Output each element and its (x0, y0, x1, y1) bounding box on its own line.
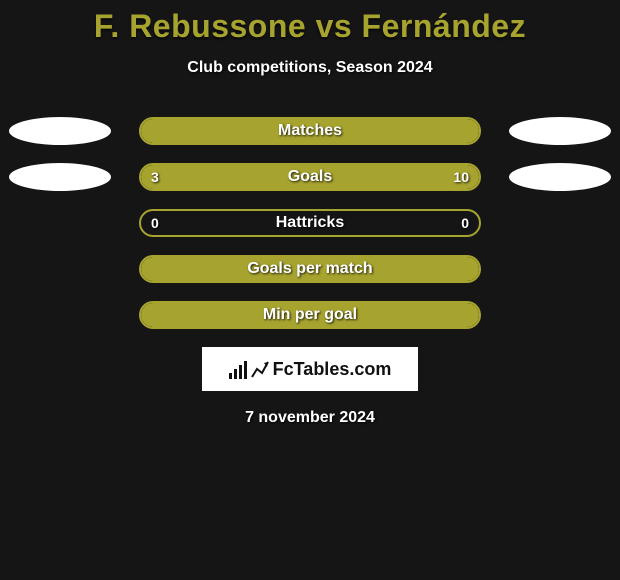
stat-value-right: 10 (453, 165, 469, 189)
stat-bar: Matches (139, 117, 481, 145)
page-title: F. Rebussone vs Fernández (0, 8, 620, 45)
stat-value-left: 0 (151, 211, 159, 235)
player-right-oval (509, 117, 611, 145)
stat-bar: Goals per match (139, 255, 481, 283)
stat-value-left: 3 (151, 165, 159, 189)
stat-row: Min per goal (0, 301, 620, 329)
stat-value-right: 0 (461, 211, 469, 235)
player-right-oval (509, 163, 611, 191)
stat-row: Matches (0, 117, 620, 145)
player-left-oval (9, 163, 111, 191)
stat-row: Goals3 10 (0, 163, 620, 191)
stat-bar: Hattricks0 0 (139, 209, 481, 237)
stat-label: Goals per match (141, 257, 479, 281)
date-caption: 7 november 2024 (0, 409, 620, 427)
logo-line-icon (251, 359, 269, 379)
stat-label: Goals (141, 165, 479, 189)
stat-row: Goals per match (0, 255, 620, 283)
player-left-oval (9, 117, 111, 145)
stat-label: Min per goal (141, 303, 479, 327)
stat-row: Hattricks0 0 (0, 209, 620, 237)
stat-bar: Min per goal (139, 301, 481, 329)
logo-text: FcTables.com (273, 359, 392, 380)
stat-label: Hattricks (141, 211, 479, 235)
logo-bars-icon (229, 359, 247, 379)
subtitle: Club competitions, Season 2024 (0, 59, 620, 77)
stat-label: Matches (141, 119, 479, 143)
fctables-logo: FcTables.com (202, 347, 418, 391)
stat-rows: Matches Goals3 10 Hattricks0 0 Goals per matc… (0, 117, 620, 329)
comparison-card: F. Rebussone vs Fernández Club competiti… (0, 0, 620, 427)
stat-bar: Goals3 10 (139, 163, 481, 191)
